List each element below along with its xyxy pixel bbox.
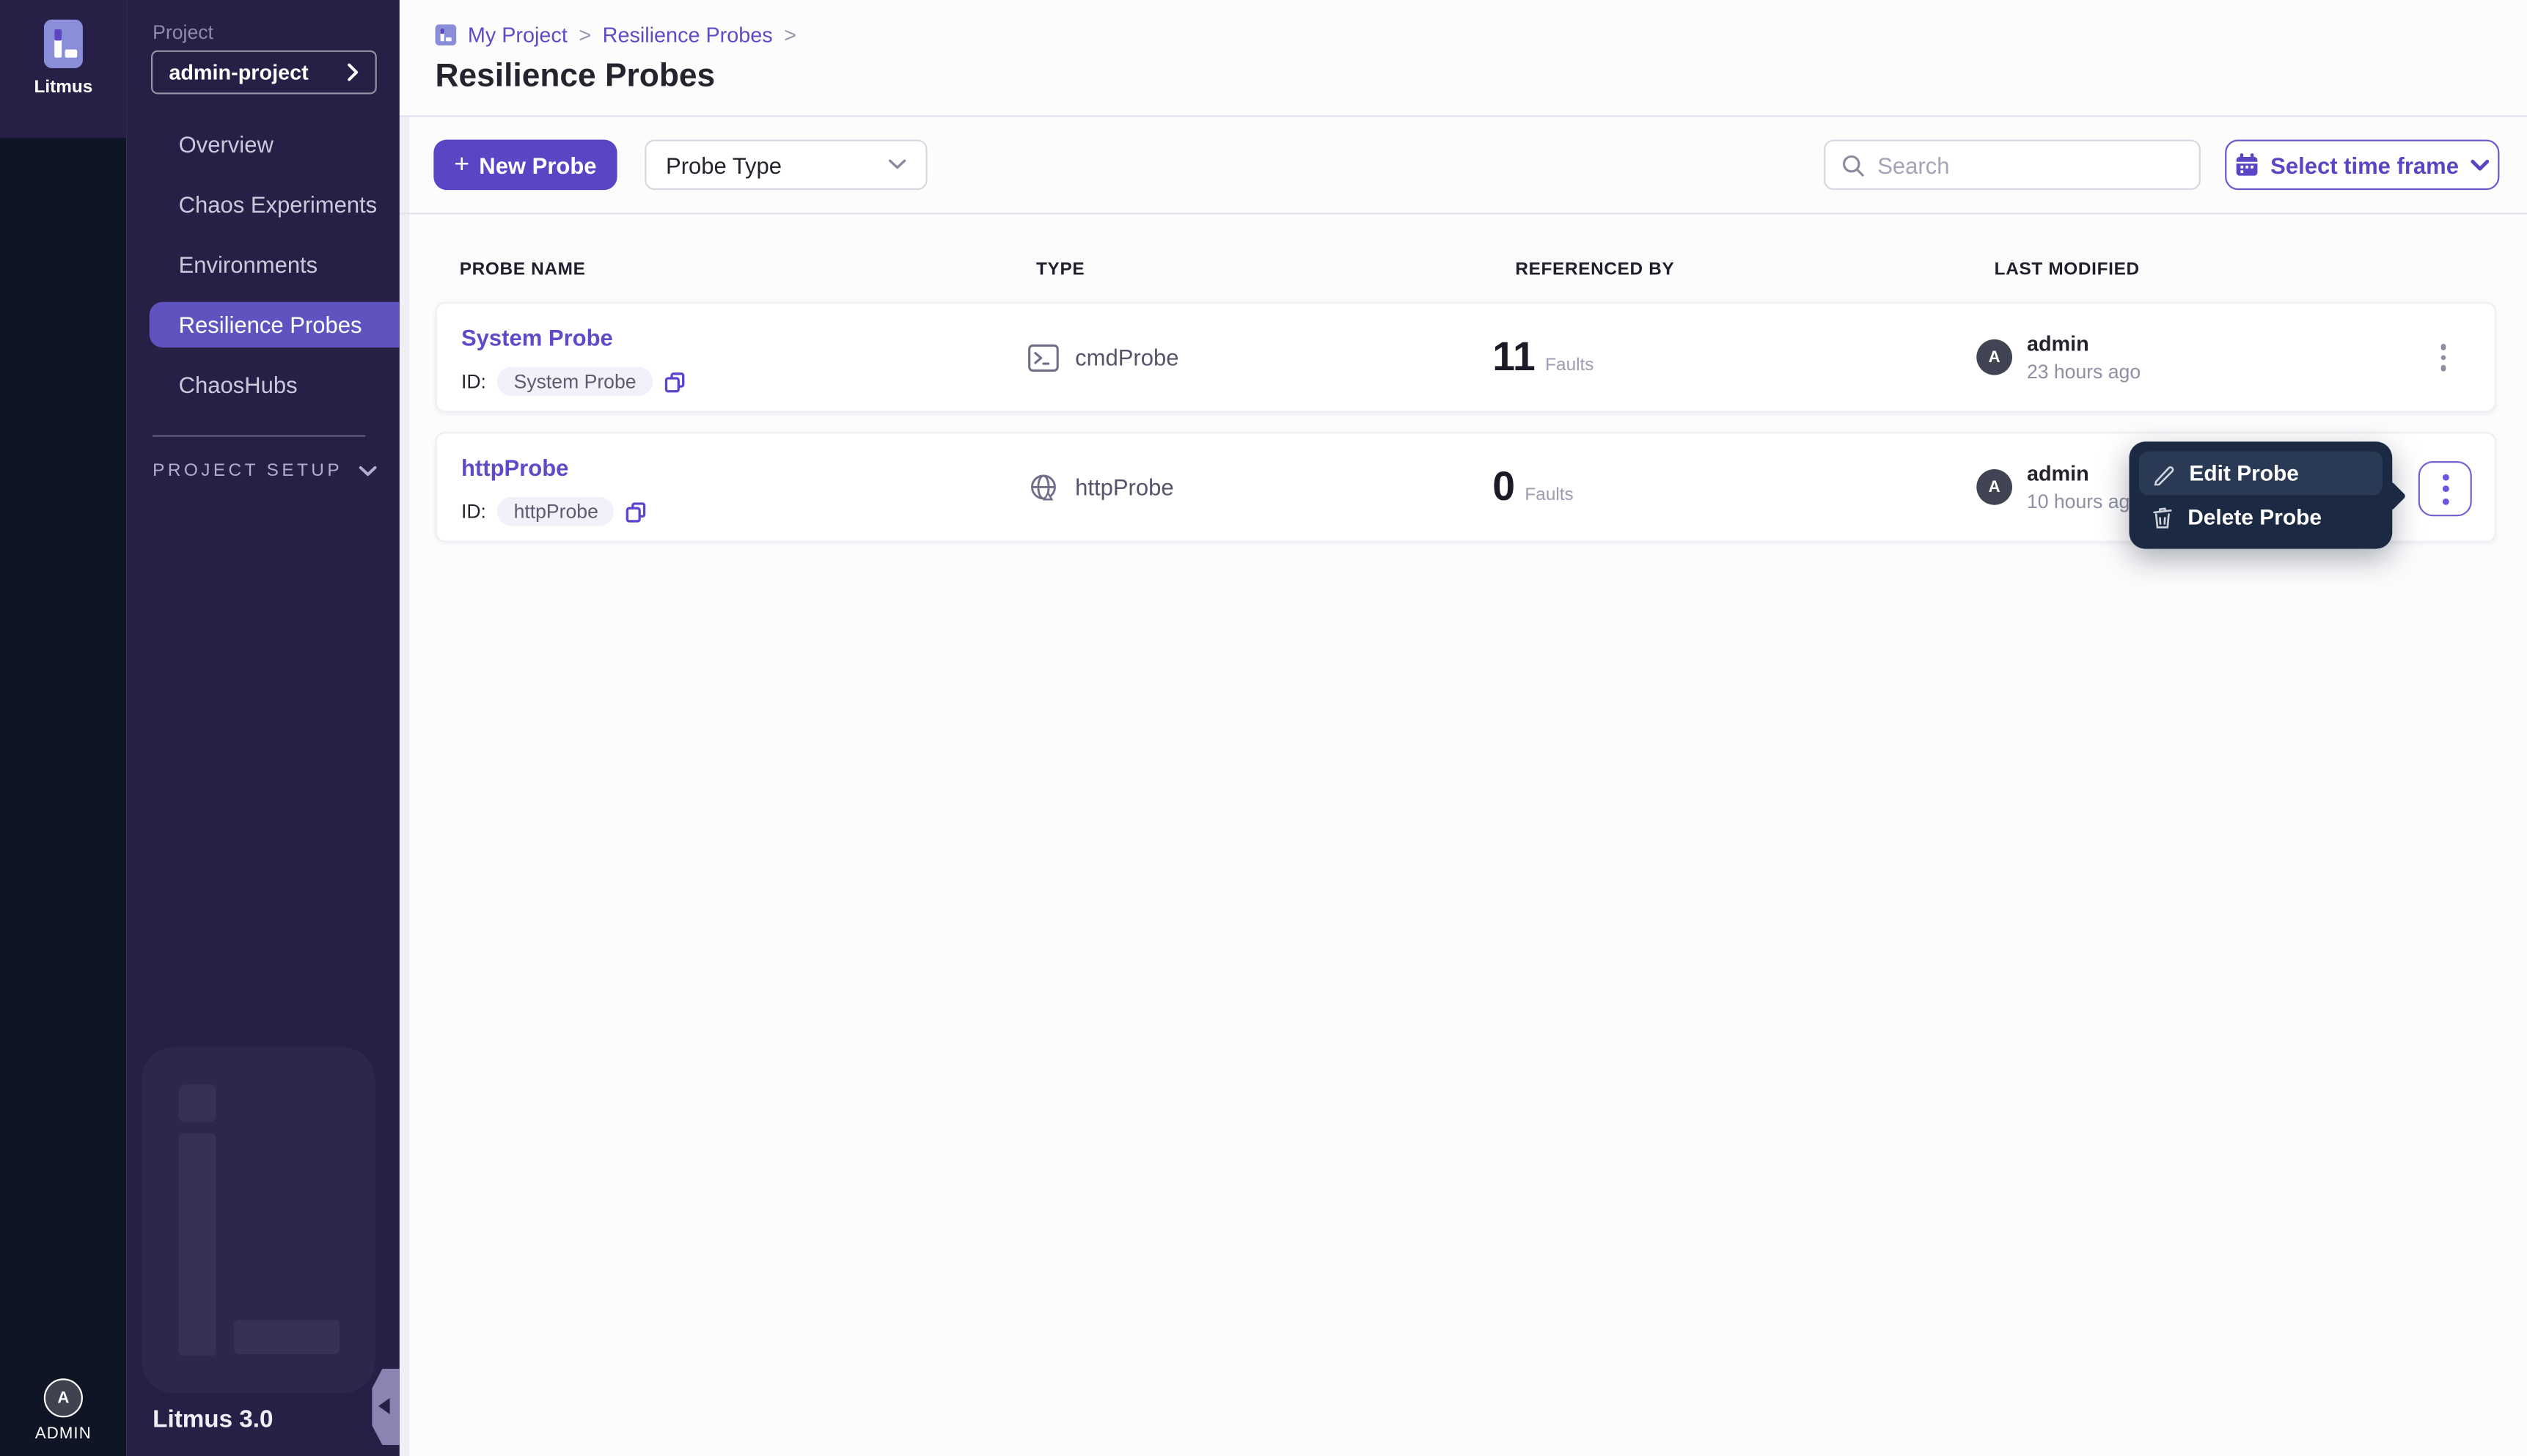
breadcrumb-separator: > [579,23,592,48]
column-header-type: TYPE [1035,260,1085,279]
menu-item-edit-probe[interactable]: Edit Probe [2138,451,2383,496]
select-time-frame-button[interactable]: Select time frame [2225,139,2500,191]
row-menu-button[interactable] [2434,337,2452,377]
probe-id-row: ID: httpProbe [461,496,648,526]
project-setup-label: PROJECT SETUP [153,460,343,481]
chevron-right-icon [348,63,359,81]
chevron-down-icon [359,465,377,477]
plus-icon: + [454,150,470,178]
id-label: ID: [461,500,486,523]
pencil-icon [2152,462,2174,485]
id-label: ID: [461,369,486,393]
copy-icon[interactable] [626,501,648,522]
breadcrumb: My Project > Resilience Probes > [435,23,797,48]
content-gutter [399,115,410,1456]
copy-icon[interactable] [664,371,685,392]
sidebar: Project admin-project Overview Chaos Exp… [126,0,400,1456]
new-probe-button[interactable]: + New Probe [433,139,617,191]
toolbar-divider [399,213,2527,215]
sidebar-item-overview[interactable]: Overview [178,131,274,158]
search-box [1824,139,2201,191]
sidebar-item-environments[interactable]: Environments [178,251,318,278]
litmus-mini-logo-icon [435,24,457,46]
collapse-arrow-icon [378,1397,390,1415]
probe-type-cell: cmdProbe [1028,304,1179,411]
avatar: A [1976,469,2013,505]
avatar: A [1976,339,2013,375]
terminal-icon [1028,343,1059,371]
project-label: Project [153,21,213,44]
breadcrumb-separator: > [784,23,797,48]
project-name: admin-project [169,59,309,85]
faults-count: 11 [1492,334,1536,380]
search-input[interactable] [1877,152,2183,178]
new-probe-label: New Probe [479,152,597,178]
table-row: System Probe ID: System Probe [435,301,2496,413]
probe-type-label: cmdProbe [1075,344,1179,370]
faults-label: Faults [1545,356,1594,375]
probe-type-select[interactable]: Probe Type [645,139,928,191]
column-header-last-modified: LAST MODIFIED [1994,260,2140,279]
column-header-probe-name: PROBE NAME [459,260,586,279]
calendar-icon [2234,152,2259,177]
last-modified-cell: A admin 10 hours ago [1976,433,2141,540]
user-role-label: ADMIN [34,1425,92,1444]
row-context-menu: Edit Probe Delete Probe [2129,441,2393,549]
probe-name-link[interactable]: httpProbe [461,455,569,481]
search-icon [1841,153,1864,176]
probe-id-row: ID: System Probe [461,367,685,397]
column-header-referenced-by: REFERENCED BY [1515,260,1675,279]
header-divider [399,115,2527,117]
sidebar-item-chaos-experiments[interactable]: Chaos Experiments [178,191,378,218]
referenced-by-cell: 11 Faults [1492,304,1593,411]
sidebar-collapse-handle[interactable] [372,1368,400,1446]
left-rail: Litmus A ADMIN [0,0,127,1456]
probe-type-label: httpProbe [1075,474,1174,501]
probe-type-label: Probe Type [666,152,782,178]
breadcrumb-resilience-probes[interactable]: Resilience Probes [602,23,773,48]
trash-icon [2152,506,2173,529]
sidebar-item-resilience-probes[interactable]: Resilience Probes [149,301,400,348]
brand-block: Litmus [0,0,127,139]
chevron-down-icon [888,159,906,171]
sidebar-item-chaoshubs[interactable]: ChaosHubs [178,372,298,398]
chevron-down-icon [2470,158,2490,172]
main-content: My Project > Resilience Probes > Resilie… [399,0,2527,1456]
menu-item-label: Delete Probe [2187,504,2322,529]
faults-label: Faults [1525,485,1574,505]
modified-ago: 23 hours ago [2026,360,2141,383]
user-block: A ADMIN [0,1378,127,1444]
modified-ago: 10 hours ago [2026,490,2141,513]
modified-by: admin [2026,460,2089,486]
probe-name-link[interactable]: System Probe [461,324,613,351]
globe-icon [1028,471,1059,502]
breadcrumb-my-project[interactable]: My Project [467,23,568,48]
project-selector[interactable]: admin-project [150,50,377,95]
probe-name-cell: httpProbe ID: httpProbe [461,455,647,526]
sidebar-nav: Overview Chaos Experiments Environments … [127,122,400,422]
last-modified-cell: A admin 23 hours ago [1976,304,2141,411]
probe-id-value: System Probe [497,367,653,397]
user-avatar[interactable]: A [43,1378,83,1418]
litmus-watermark [142,1047,375,1393]
time-frame-label: Select time frame [2270,152,2459,178]
row-menu-button-active[interactable] [2418,460,2472,517]
probe-id-value: httpProbe [497,496,615,526]
probe-type-cell: httpProbe [1028,433,1174,540]
litmus-logo-icon [43,19,83,69]
version-label: Litmus 3.0 [153,1405,274,1434]
referenced-by-cell: 0 Faults [1492,433,1573,540]
modified-by: admin [2026,331,2089,356]
probe-name-cell: System Probe ID: System Probe [461,324,685,397]
brand-name: Litmus [34,78,93,98]
sidebar-divider [153,435,366,437]
faults-count: 0 [1492,463,1516,510]
menu-item-delete-probe[interactable]: Delete Probe [2139,495,2383,539]
page-title: Resilience Probes [435,58,716,95]
menu-item-label: Edit Probe [2189,460,2299,486]
project-setup-toggle[interactable]: PROJECT SETUP [153,461,377,481]
